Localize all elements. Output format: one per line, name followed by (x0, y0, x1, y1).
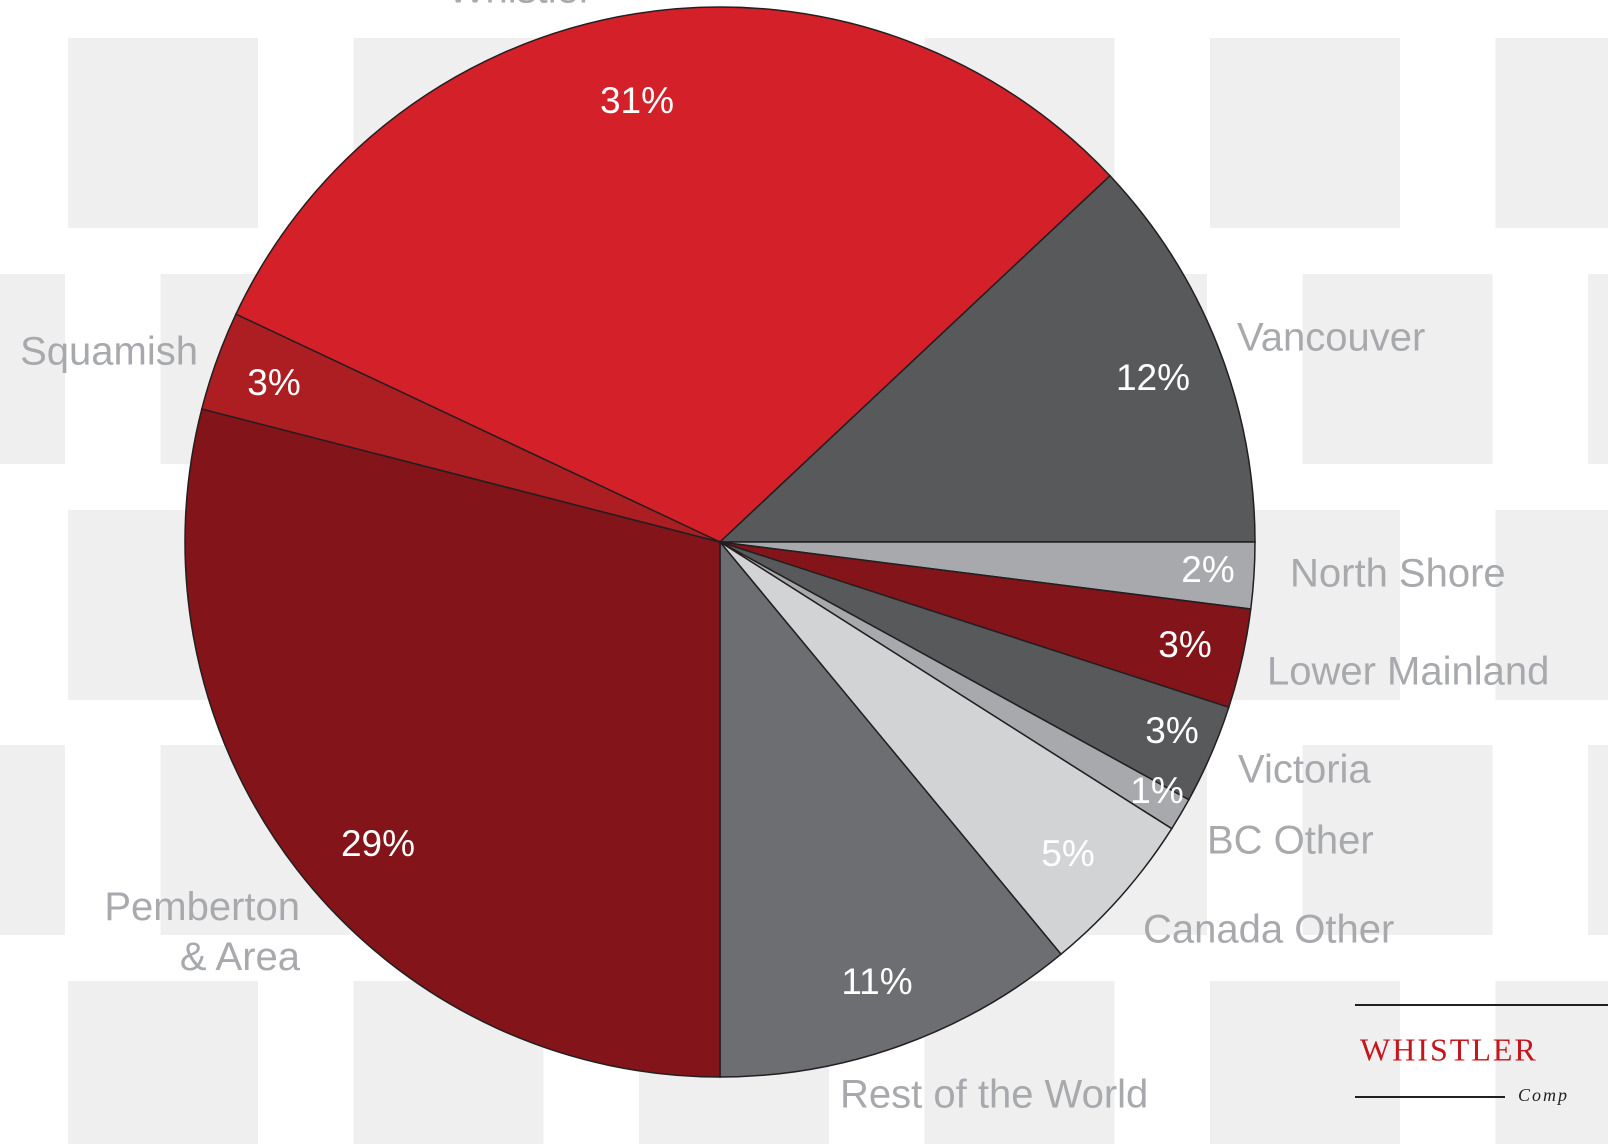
value-label: 1% (1130, 770, 1183, 811)
background-tile (68, 981, 258, 1144)
category-label: Vancouver (1237, 316, 1425, 360)
logo-name: WHISTLER (1360, 1031, 1538, 1067)
pie-slice (234, 6, 1112, 543)
background-tile (1210, 38, 1400, 228)
pie-slice (718, 174, 1256, 543)
value-label: 3% (1158, 624, 1211, 665)
background-tile (68, 38, 258, 228)
value-label: 3% (1145, 710, 1198, 751)
category-label: Pemberton & Area (104, 885, 300, 979)
background-tile (1302, 745, 1493, 935)
category-label: Squamish (20, 330, 198, 374)
value-label: 2% (1181, 549, 1234, 590)
category-label: Lower Mainland (1267, 650, 1549, 694)
background-tile (1495, 510, 1608, 700)
category-label: Victoria (1238, 748, 1371, 792)
value-label: 3% (247, 362, 300, 403)
pie-slice (200, 313, 721, 543)
background-tile (1588, 274, 1608, 464)
pie-slice (719, 539, 1063, 1078)
category-label: Whistler (448, 0, 592, 12)
value-label: 11% (841, 961, 912, 1002)
background-tile (1495, 981, 1608, 1144)
background-tile (1495, 38, 1608, 228)
background-tile (1588, 745, 1608, 935)
pie-slice (184, 408, 721, 1078)
background-tile (1302, 274, 1493, 464)
background-tile (0, 274, 65, 464)
category-label: North Shore (1290, 552, 1506, 596)
value-label: 31% (600, 80, 674, 121)
labels: 31% 12% 2% 3% 3% 1% 5% 11% 29% 3% Whistler Vancouve… (20, 0, 1549, 1117)
logo-tagline: Comp (1518, 1085, 1569, 1105)
value-label: 5% (1041, 833, 1094, 874)
category-label: Canada Other (1143, 908, 1394, 952)
pie (184, 6, 1256, 1078)
background-tile (1210, 981, 1400, 1144)
background-tile (0, 745, 65, 935)
value-label: 12% (1116, 357, 1190, 398)
value-label: 29% (341, 823, 415, 864)
pie-slice (719, 541, 1173, 956)
category-label: BC Other (1207, 819, 1374, 863)
category-label: Rest of the World (840, 1073, 1148, 1117)
